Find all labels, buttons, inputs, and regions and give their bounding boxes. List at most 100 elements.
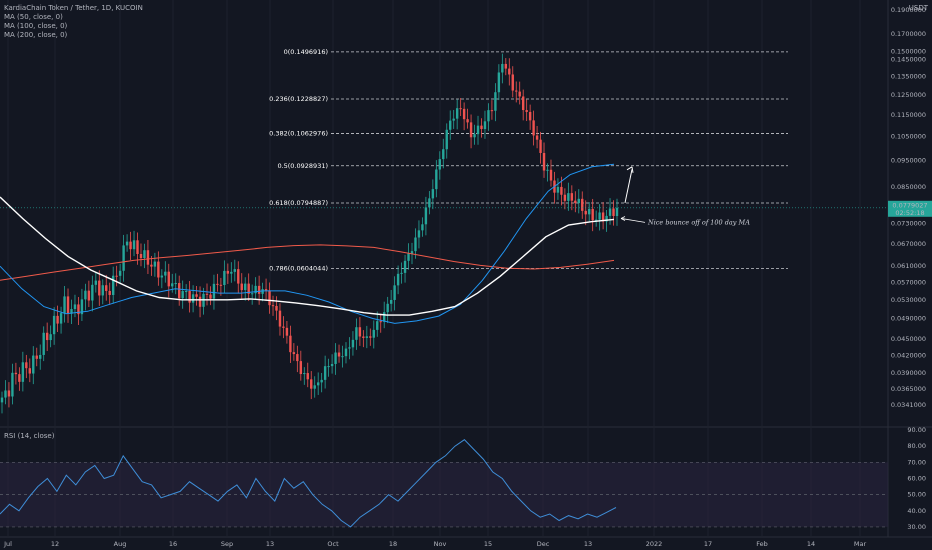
- candle-body: [257, 285, 261, 294]
- fib-level-label: 0.5(0.0928931): [277, 162, 328, 170]
- rsi-tick-label: 60.00: [907, 474, 926, 482]
- candle-body: [167, 271, 170, 287]
- candle-body: [310, 379, 313, 389]
- candle-body: [205, 293, 209, 295]
- candle-body: [393, 285, 396, 300]
- ma-200-legend[interactable]: MA (200, close, 0): [4, 31, 68, 39]
- price-tick-label: 0.0420000: [891, 351, 926, 359]
- ma-50-line: [0, 163, 615, 324]
- candle-body: [435, 169, 438, 190]
- candle-body: [250, 293, 254, 295]
- candle-body: [118, 270, 122, 276]
- candle-body: [59, 313, 63, 324]
- candle-body: [230, 271, 233, 274]
- candle-body: [212, 283, 216, 299]
- candle-body: [584, 210, 587, 215]
- price-tick-label: 0.1350000: [891, 73, 926, 81]
- candle-body: [136, 240, 139, 254]
- chart-legend: KardiaChain Token / Tether, 1D, KUCOIN M…: [4, 4, 143, 40]
- candle-body: [91, 284, 94, 301]
- x-tick-label: Aug: [114, 540, 127, 548]
- candle-body: [327, 366, 330, 368]
- rsi-tick-label: 40.00: [907, 507, 926, 515]
- rsi-legend[interactable]: RSI (14, close): [4, 432, 55, 440]
- price-tick-label: 0.0950000: [891, 156, 926, 164]
- candle-body: [473, 134, 476, 138]
- candle-body: [574, 200, 577, 204]
- x-tick-label: 18: [389, 540, 397, 548]
- fib-level-label: 0.618(0.0794887): [269, 199, 328, 207]
- candle-body: [278, 310, 282, 327]
- candle-body: [219, 284, 223, 286]
- candle-body: [539, 139, 542, 153]
- candle-body: [376, 321, 379, 330]
- candle-body: [56, 315, 59, 324]
- candle-body: [494, 92, 497, 111]
- annotation-arrow-head: [620, 216, 626, 221]
- candle-body: [11, 372, 14, 397]
- candle-body: [299, 361, 303, 375]
- price-tick-label: 0.0730000: [891, 219, 926, 227]
- ma-100-legend[interactable]: MA (100, close, 0): [4, 22, 68, 30]
- price-tick-label: 0.0850000: [891, 183, 926, 191]
- candle-body: [563, 194, 567, 201]
- price-badge: [888, 200, 932, 217]
- candle-body: [452, 118, 455, 121]
- rsi-tick-label: 80.00: [907, 442, 926, 450]
- ma-50-legend[interactable]: MA (50, close, 0): [4, 13, 63, 21]
- candle-body: [216, 283, 219, 285]
- candle-body: [549, 169, 553, 181]
- x-tick-label: 12: [51, 540, 59, 548]
- rsi-tick-label: 70.00: [907, 458, 926, 466]
- candle-body: [358, 327, 362, 337]
- candle-body: [184, 290, 188, 292]
- target-arrow-shaft: [624, 169, 633, 204]
- candle-body: [323, 366, 327, 380]
- candle-body: [515, 90, 518, 92]
- candle-body: [296, 354, 299, 362]
- candle-body: [431, 189, 435, 199]
- candle-body: [14, 372, 18, 375]
- ma-200-line: [0, 244, 615, 281]
- fib-level-label: 0.786(0.0604044): [269, 265, 328, 273]
- candle-body: [372, 329, 375, 338]
- candle-body: [480, 125, 483, 130]
- candle-body: [424, 207, 428, 225]
- candle-body: [567, 193, 570, 201]
- price-tick-label: 0.1050000: [891, 133, 926, 141]
- candle-body: [21, 362, 25, 382]
- price-tick-label: 0.1700000: [891, 30, 926, 38]
- candle-body: [344, 348, 348, 357]
- rsi-tick-label: 90.00: [907, 426, 926, 434]
- candle-body: [209, 294, 212, 299]
- candle-body: [101, 285, 104, 296]
- fib-level-label: 0(0.1496916): [284, 48, 328, 56]
- candle-body: [449, 120, 452, 130]
- target-arrow-head: [626, 166, 634, 173]
- candle-body: [476, 125, 480, 135]
- candle-body: [282, 326, 285, 328]
- candle-body: [598, 212, 601, 220]
- x-tick-label: Sep: [221, 540, 233, 548]
- candle-body: [410, 251, 414, 254]
- symbol-title[interactable]: KardiaChain Token / Tether, 1D, KUCOIN: [4, 4, 143, 12]
- candle-body: [275, 305, 278, 311]
- price-badge-countdown: 02:52:18: [895, 209, 924, 217]
- candle-body: [313, 385, 316, 389]
- annotation-text: Nice bounce off of 100 day MA: [647, 218, 750, 226]
- candle-body: [608, 208, 612, 216]
- candle-body: [87, 290, 91, 301]
- candle-body: [268, 290, 271, 306]
- candle-body: [445, 129, 448, 150]
- candle-body: [403, 260, 407, 273]
- candle-body: [28, 368, 31, 374]
- candle-body: [233, 269, 236, 272]
- candle-body: [532, 120, 535, 136]
- price-tick-label: 0.1150000: [891, 111, 926, 119]
- candle-body: [428, 198, 431, 208]
- currency-label: USDT: [908, 4, 928, 12]
- annotation-arrow: [620, 218, 646, 223]
- rsi-tick-label: 50.00: [907, 491, 926, 499]
- candle-body: [490, 110, 494, 112]
- fib-level-label: 0.236(0.1228827): [269, 95, 328, 103]
